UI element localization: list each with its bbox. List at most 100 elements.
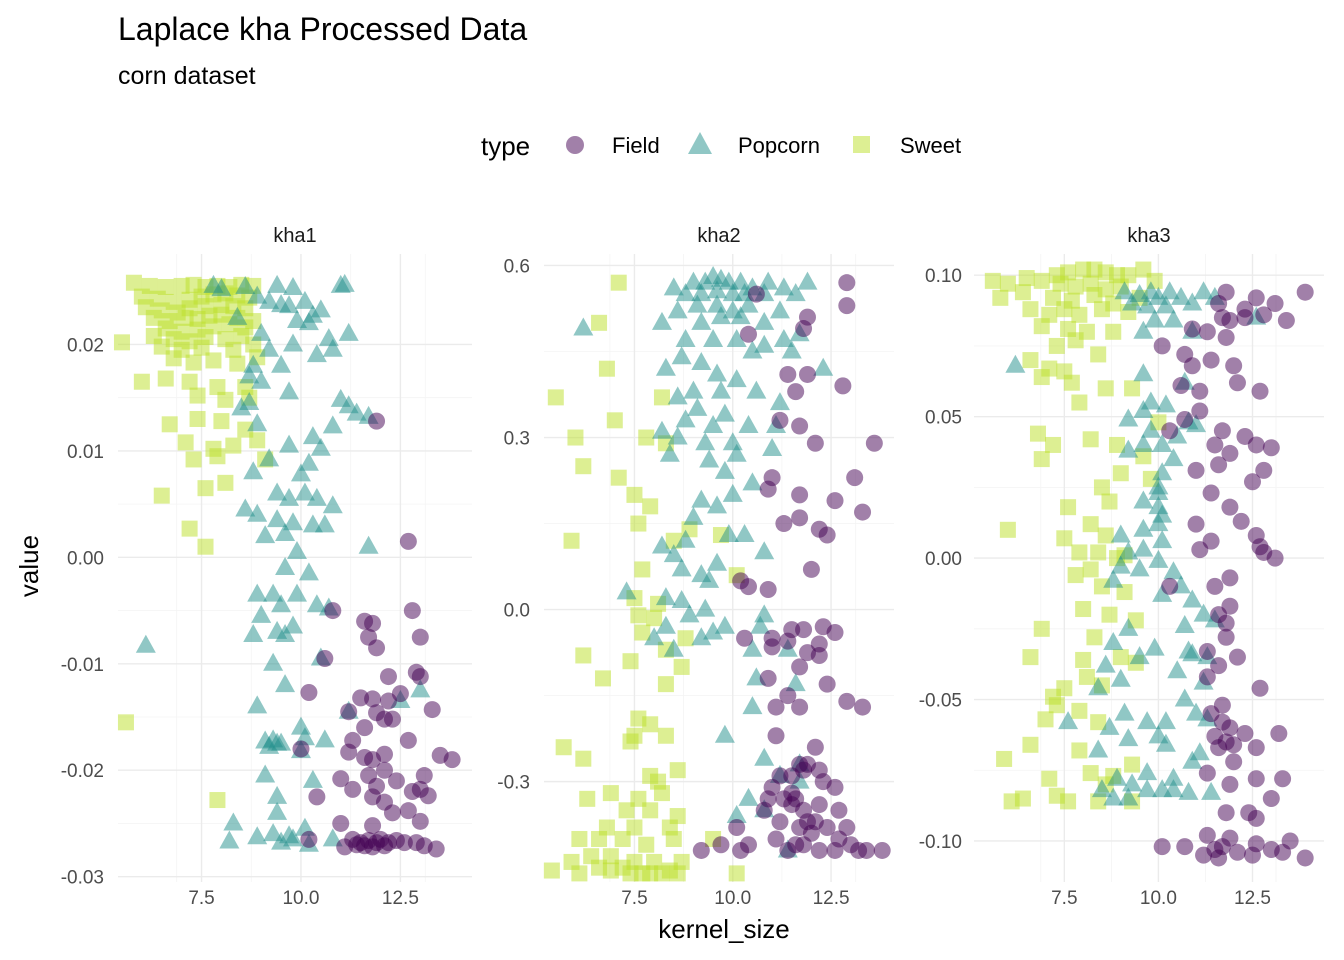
point-field	[1243, 473, 1261, 491]
point-field	[411, 668, 429, 686]
point-popcorn	[1163, 309, 1184, 328]
point-field	[759, 669, 777, 687]
chart-subtitle: corn dataset	[118, 62, 256, 90]
x-tick-label: 10.0	[1140, 888, 1177, 909]
point-sweet	[1067, 278, 1084, 295]
y-tick-label: 0.02	[67, 335, 104, 356]
y-tick-label: 0.6	[504, 256, 530, 277]
point-field	[1221, 311, 1239, 329]
point-field	[1221, 597, 1239, 615]
point-popcorn	[306, 344, 327, 363]
series-sweet	[113, 274, 274, 809]
point-field	[838, 692, 856, 710]
point-sweet	[1033, 451, 1050, 468]
point-sweet	[657, 727, 674, 744]
point-field	[798, 365, 816, 383]
point-field	[779, 687, 797, 705]
point-popcorn	[286, 583, 307, 602]
x-tick-label: 7.5	[188, 888, 214, 909]
point-field	[826, 778, 844, 796]
point-popcorn	[243, 624, 264, 643]
point-popcorn	[1186, 702, 1207, 721]
point-sweet	[602, 862, 619, 879]
point-popcorn	[813, 357, 834, 376]
point-field	[340, 703, 358, 721]
point-field	[1221, 569, 1239, 587]
point-sweet	[161, 416, 178, 433]
point-popcorn	[1133, 538, 1154, 557]
point-field	[1210, 739, 1228, 757]
point-popcorn	[683, 506, 704, 525]
point-popcorn	[255, 525, 276, 544]
point-popcorn	[754, 334, 775, 353]
point-popcorn	[1170, 286, 1191, 305]
point-popcorn	[243, 461, 264, 480]
point-popcorn	[286, 310, 307, 329]
point-popcorn	[1148, 549, 1169, 568]
point-sweet	[1033, 318, 1050, 335]
point-field	[1228, 648, 1246, 666]
point-field	[427, 840, 445, 858]
point-popcorn	[1107, 767, 1128, 786]
point-field	[818, 819, 836, 837]
point-sweet	[677, 630, 694, 647]
point-field	[332, 814, 350, 832]
point-popcorn	[781, 340, 802, 359]
point-sweet	[984, 272, 1001, 289]
point-field	[1221, 775, 1239, 793]
point-field	[411, 812, 429, 830]
point-sweet	[1075, 601, 1092, 618]
point-popcorn	[1193, 281, 1214, 300]
point-sweet	[1018, 270, 1035, 287]
point-sweet	[1090, 346, 1107, 363]
point-sweet	[1093, 301, 1110, 318]
point-sweet	[630, 607, 647, 624]
point-popcorn	[267, 482, 288, 501]
point-sweet	[225, 437, 242, 454]
point-popcorn	[667, 426, 688, 445]
point-popcorn	[1110, 555, 1131, 574]
series-sweet	[984, 261, 1167, 810]
point-popcorn	[227, 306, 248, 325]
point-popcorn	[718, 524, 739, 543]
point-field	[403, 783, 421, 801]
point-field	[1161, 422, 1179, 440]
point-field	[308, 788, 326, 806]
point-field	[411, 628, 429, 646]
point-popcorn	[1118, 728, 1139, 747]
point-popcorn	[283, 277, 304, 296]
series-sweet	[543, 274, 745, 882]
y-tick-label: -0.02	[61, 761, 104, 782]
point-field	[1198, 642, 1216, 660]
point-popcorn	[247, 413, 268, 432]
point-sweet	[185, 451, 202, 468]
legend-label-sweet: Sweet	[900, 133, 961, 158]
point-popcorn	[1155, 394, 1176, 413]
point-popcorn	[773, 277, 794, 296]
point-field	[795, 320, 813, 338]
point-popcorn	[1058, 711, 1079, 730]
point-popcorn	[1163, 561, 1184, 580]
point-popcorn	[263, 583, 284, 602]
point-popcorn	[1133, 320, 1154, 339]
x-tick-label: 12.5	[382, 888, 419, 909]
point-popcorn	[746, 380, 767, 399]
point-field	[771, 411, 789, 429]
point-field	[300, 684, 318, 702]
point-sweet	[622, 653, 639, 670]
point-field	[1217, 804, 1235, 822]
point-sweet	[1101, 606, 1118, 623]
point-sweet	[1060, 499, 1077, 516]
point-popcorn	[247, 503, 268, 522]
point-sweet	[598, 360, 615, 377]
point-sweet	[1090, 544, 1107, 561]
x-tick-label: 7.5	[1051, 888, 1077, 909]
point-sweet	[1041, 770, 1058, 787]
x-axis-title: kernel_size	[658, 914, 790, 944]
legend-key-sweet	[853, 136, 870, 153]
point-sweet	[1116, 584, 1133, 601]
point-field	[1206, 436, 1224, 454]
point-popcorn	[644, 627, 665, 646]
point-field	[340, 743, 358, 761]
point-field	[1296, 849, 1314, 867]
